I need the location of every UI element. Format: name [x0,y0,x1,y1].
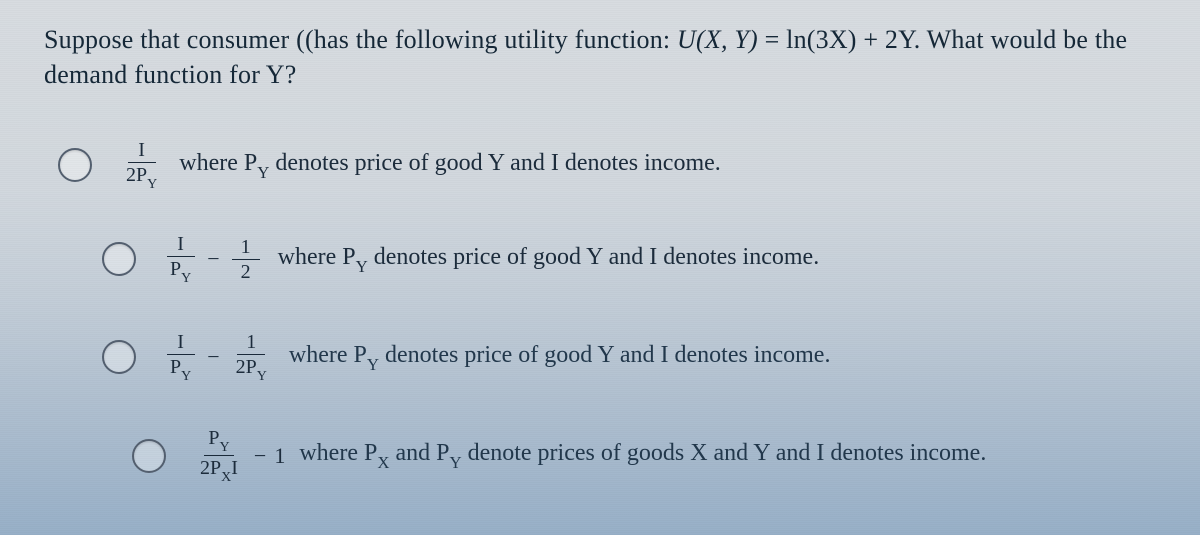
frac-num: 1 [237,332,265,355]
frac-den: 2PY [122,163,161,190]
options-list: I 2PY where PY denotes price of good Y a… [44,140,1160,483]
frac-den: 2PY [232,355,271,382]
option-a[interactable]: I 2PY where PY denotes price of good Y a… [58,140,1160,190]
option-b-desc: where PY denotes price of good Y and I d… [278,244,820,275]
option-d-desc: where PX and PY denote prices of goods X… [299,440,986,471]
radio-button[interactable] [132,439,166,473]
minus-sign: − [254,443,266,469]
radio-button[interactable] [102,242,136,276]
utility-function-lhs: U(X, Y) [677,25,758,54]
frac-den: PY [166,257,195,284]
option-a-desc: where PY denotes price of good Y and I d… [179,150,721,181]
option-c[interactable]: I PY − 1 2PY where PY denotes price of g… [102,332,1160,382]
frac-num: I [167,332,195,355]
utility-function-rhs: ln(3X) + 2Y [786,25,914,54]
option-c-desc: where PY denotes price of good Y and I d… [289,342,831,373]
frac-num: PY [204,428,233,456]
frac-num: I [128,140,156,163]
option-c-formula: I PY − 1 2PY [162,332,275,382]
frac-den: 2PXI [196,456,242,483]
option-b-formula: I PY − 1 2 [162,234,264,284]
equals-sign: = [758,25,786,54]
option-b[interactable]: I PY − 1 2 where PY denotes price of goo… [102,234,1160,284]
question-prefix: Suppose that consumer ((has the followin… [44,25,677,54]
option-a-formula: I 2PY [118,140,165,190]
minus-sign: − [207,246,219,272]
question-text: Suppose that consumer ((has the followin… [44,22,1160,92]
frac-den: 2 [237,260,255,282]
option-d-formula: PY 2PXI − 1 [192,428,285,483]
frac-den: PY [166,355,195,382]
minus-sign: − [207,344,219,370]
frac-num: I [167,234,195,257]
tail-constant: 1 [274,443,285,469]
frac-num: 1 [232,237,260,260]
option-d[interactable]: PY 2PXI − 1 where PX and PY denote price… [132,428,1160,483]
radio-button[interactable] [102,340,136,374]
radio-button[interactable] [58,148,92,182]
